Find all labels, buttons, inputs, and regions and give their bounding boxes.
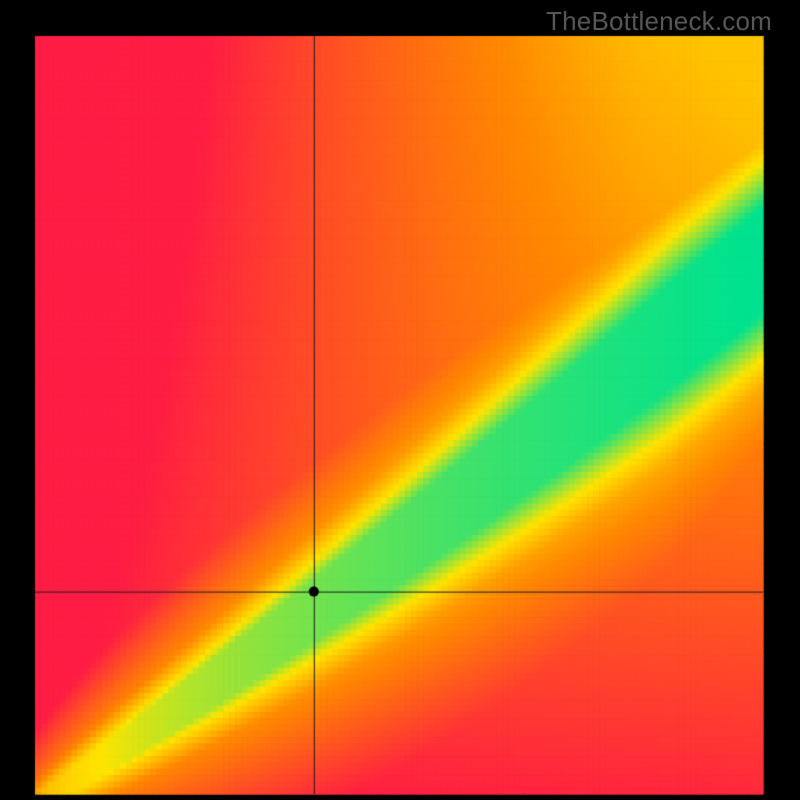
watermark-text: TheBottleneck.com bbox=[546, 6, 772, 37]
bottleneck-heatmap bbox=[0, 0, 800, 800]
